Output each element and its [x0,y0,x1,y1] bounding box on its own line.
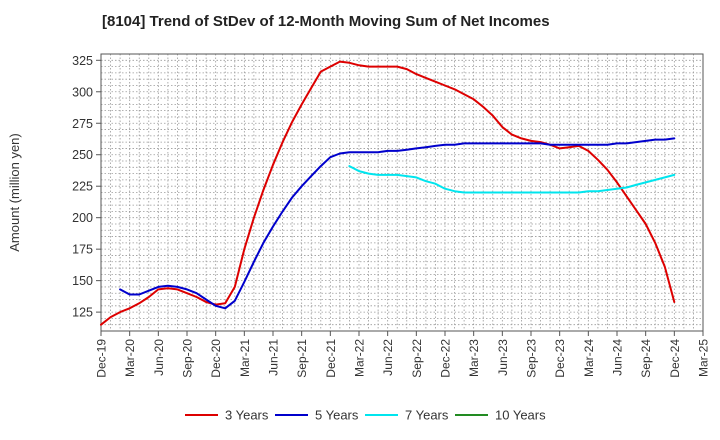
legend-label: 5 Years [315,408,359,423]
y-tick-label: 200 [72,211,93,225]
x-tick-label: Dec-24 [668,339,682,378]
legend-label: 10 Years [495,408,546,423]
y-tick-label: 325 [72,54,93,68]
x-tick-label: Mar-21 [238,339,252,377]
x-tick-label: Sep-23 [525,339,539,378]
y-tick-label: 150 [72,274,93,288]
y-axis-label: Amount (million yen) [7,133,22,252]
x-tick-label: Jun-23 [496,339,510,376]
y-tick-label: 275 [72,117,93,131]
x-tick-label: Mar-25 [697,339,711,377]
x-tick-label: Mar-20 [123,339,137,377]
x-tick-label: Jun-22 [381,339,395,376]
x-tick-label: Dec-19 [95,339,109,378]
y-tick-label: 175 [72,243,93,257]
legend-label: 7 Years [405,408,449,423]
series-line-7-years [348,165,676,194]
chart-title: [8104] Trend of StDev of 12-Month Moving… [102,13,550,30]
x-tick-label: Jun-20 [152,339,166,376]
x-tick-label: Sep-22 [410,339,424,378]
series-line-5-years [119,137,676,310]
x-tick-label: Sep-20 [181,339,195,378]
y-tick-label: 125 [72,306,93,320]
legend-label: 3 Years [225,408,269,423]
y-tick-label: 300 [72,85,93,99]
x-tick-label: Mar-24 [582,339,596,377]
x-tick-label: Dec-23 [553,339,567,378]
x-tick-label: Dec-22 [439,339,453,378]
x-tick-label: Sep-24 [639,339,653,378]
x-tick-label: Dec-21 [324,339,338,378]
series-line-3-years [100,60,676,326]
y-tick-label: 225 [72,180,93,194]
x-tick-label: Dec-20 [209,339,223,378]
x-tick-label: Jun-24 [611,339,625,376]
x-tick-label: Mar-23 [467,339,481,377]
x-tick-label: Jun-21 [267,339,281,376]
y-tick-label: 250 [72,148,93,162]
plot-frame [100,53,704,332]
x-tick-label: Mar-22 [353,339,367,377]
x-tick-label: Sep-21 [295,339,309,378]
